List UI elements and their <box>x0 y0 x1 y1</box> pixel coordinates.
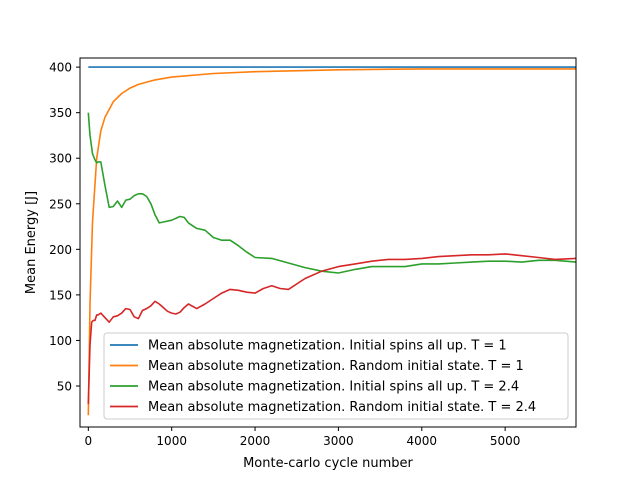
legend-entry-3: Mean absolute magnetization. Initial spi… <box>148 380 519 395</box>
x-tick-label: 2000 <box>240 434 271 448</box>
series-line-3 <box>87 112 576 274</box>
y-tick-label: 200 <box>49 243 72 257</box>
y-tick-label: 300 <box>49 152 72 166</box>
legend-entry-2: Mean absolute magnetization. Random init… <box>148 359 524 374</box>
legend-box <box>103 332 569 420</box>
axes-frame <box>79 57 577 428</box>
y-tick-label: 150 <box>49 288 72 302</box>
y-axis-label: Mean Energy [J] <box>24 191 39 294</box>
x-tick-label: 3000 <box>323 434 354 448</box>
y-tick-label: 400 <box>49 61 72 75</box>
y-tick-label: 350 <box>49 106 72 120</box>
x-tick-label: 4000 <box>407 434 438 448</box>
x-tick-label: 1000 <box>156 434 187 448</box>
y-axis-ticks: 50 100 150 200 250 300 350 400 <box>49 61 80 394</box>
x-axis-ticks: 0 1000 2000 3000 4000 5000 <box>85 427 521 448</box>
y-tick-label: 100 <box>49 334 72 348</box>
y-tick-label: 250 <box>49 197 72 211</box>
x-tick-label: 5000 <box>490 434 521 448</box>
legend-entry-1: Mean absolute magnetization. Initial spi… <box>148 339 507 354</box>
x-axis-label: Monte-carlo cycle number <box>243 456 413 471</box>
y-tick-label: 50 <box>57 380 72 394</box>
series-line-4 <box>87 253 576 405</box>
legend: Mean absolute magnetization. Initial spi… <box>103 332 569 420</box>
x-tick-label: 0 <box>85 434 93 448</box>
series-line-2 <box>87 68 576 416</box>
plot-area <box>87 66 576 416</box>
legend-entry-4: Mean absolute magnetization. Random init… <box>148 400 536 415</box>
